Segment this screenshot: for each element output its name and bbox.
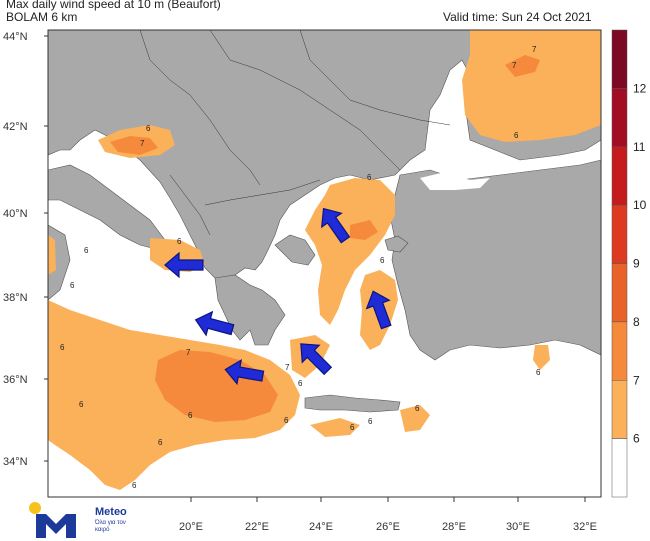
colorbar-swatch bbox=[611, 88, 628, 147]
map-frame bbox=[47, 29, 602, 498]
contour-label: 6 bbox=[415, 404, 420, 413]
latitude-label: 44°N bbox=[3, 31, 28, 43]
contour-label: 6 bbox=[536, 368, 541, 377]
colorbar-label: 8 bbox=[633, 315, 640, 329]
lesvos-land bbox=[384, 235, 409, 253]
contour-label: 6 bbox=[380, 256, 385, 265]
longitude-label: 20°E bbox=[179, 521, 203, 533]
latitude-label: 42°N bbox=[3, 121, 28, 133]
map-title: Max daily wind speed at 10 m (Beaufort) bbox=[6, 0, 221, 11]
contour-label: 7 bbox=[532, 45, 537, 54]
contour-label: 6 bbox=[514, 131, 519, 140]
wind-direction-arrow-icon bbox=[365, 290, 392, 330]
marmara-sea bbox=[420, 172, 490, 190]
crete-land bbox=[304, 394, 401, 413]
latitude-labels: 44°N 42°N 40°N 38°N 36°N 34°N bbox=[3, 31, 48, 468]
longitude-label: 24°E bbox=[309, 521, 333, 533]
model-label: BOLAM 6 km bbox=[6, 10, 78, 24]
wind-arrows bbox=[164, 207, 392, 386]
wind-direction-arrow-icon bbox=[321, 207, 351, 244]
colorbar-swatch bbox=[611, 146, 628, 206]
logo-tagline: Όλα για τον καιρό bbox=[95, 520, 126, 533]
wind6-south-crete bbox=[310, 418, 360, 437]
wind-direction-arrow-icon bbox=[194, 310, 235, 337]
meteo-logo bbox=[29, 502, 76, 538]
colorbar-label: 10 bbox=[633, 198, 647, 212]
contour-label: 6 bbox=[70, 281, 75, 290]
wind7-adriatic bbox=[110, 136, 158, 155]
wind6-rhodes bbox=[533, 345, 550, 370]
contour-label: 6 bbox=[177, 237, 182, 246]
colorbar-swatch bbox=[611, 263, 628, 323]
contour-label: 7 bbox=[186, 348, 191, 357]
contour-label: 6 bbox=[368, 417, 373, 426]
longitude-label: 26°E bbox=[376, 521, 400, 533]
valid-time: Valid time: Sun 24 Oct 2021 bbox=[443, 10, 592, 24]
country-borders bbox=[139, 30, 451, 236]
wind7-black-sea bbox=[505, 55, 540, 77]
contour-label: 6 bbox=[158, 438, 163, 447]
longitude-label: 28°E bbox=[442, 521, 466, 533]
colorbar-label: 11 bbox=[633, 140, 646, 154]
wind-direction-arrow-icon bbox=[224, 358, 265, 386]
longitude-label: 30°E bbox=[506, 521, 530, 533]
contour-label: 6 bbox=[146, 124, 151, 133]
latitude-label: 36°N bbox=[3, 374, 28, 386]
colorbar-swatch bbox=[611, 204, 628, 264]
wind-direction-arrow-icon bbox=[300, 343, 333, 376]
contour-label: 6 bbox=[367, 173, 372, 182]
contour-label: 6 bbox=[188, 411, 193, 420]
colorbar-label: 6 bbox=[633, 432, 640, 446]
colorbar-label: 12 bbox=[633, 81, 647, 95]
latitude-label: 34°N bbox=[3, 456, 28, 468]
euboea-land bbox=[274, 234, 316, 266]
contour-label: 6 bbox=[284, 416, 289, 425]
contour-label: 6 bbox=[79, 400, 84, 409]
contour-label: 6 bbox=[84, 246, 89, 255]
contour-label: 6 bbox=[132, 481, 137, 490]
contour-label: 6 bbox=[298, 379, 303, 388]
wind7-aegean bbox=[350, 220, 378, 240]
longitude-label: 22°E bbox=[245, 521, 269, 533]
colorbar: 6 7 8 9 10 11 12 bbox=[611, 29, 647, 498]
contour-label: 7 bbox=[512, 61, 517, 70]
colorbar-swatch bbox=[611, 380, 628, 439]
logo-name: Meteo bbox=[95, 506, 127, 518]
wind-direction-arrow-icon bbox=[164, 251, 204, 279]
wind6-east-crete bbox=[400, 405, 430, 432]
contour-label: 6 bbox=[60, 343, 65, 352]
latitude-label: 38°N bbox=[3, 292, 28, 304]
contour-label: 7 bbox=[140, 139, 145, 148]
balkan-land bbox=[48, 30, 601, 283]
wind6-black-sea bbox=[462, 30, 601, 142]
longitude-label: 32°E bbox=[573, 521, 597, 533]
colorbar-swatch bbox=[611, 438, 628, 498]
colorbar-label: 9 bbox=[633, 257, 640, 271]
wind6-west-edge bbox=[48, 235, 56, 275]
latitude-label: 40°N bbox=[3, 208, 28, 220]
contour-label: 7 bbox=[285, 363, 290, 372]
colorbar-swatch bbox=[611, 321, 628, 381]
contour-label: 6 bbox=[350, 423, 355, 432]
anatolia-land bbox=[389, 159, 601, 361]
colorbar-swatch bbox=[611, 29, 628, 89]
colorbar-label: 7 bbox=[633, 373, 640, 387]
longitude-labels: 20°E 22°E 24°E 26°E 28°E 30°E 32°E bbox=[179, 497, 597, 533]
